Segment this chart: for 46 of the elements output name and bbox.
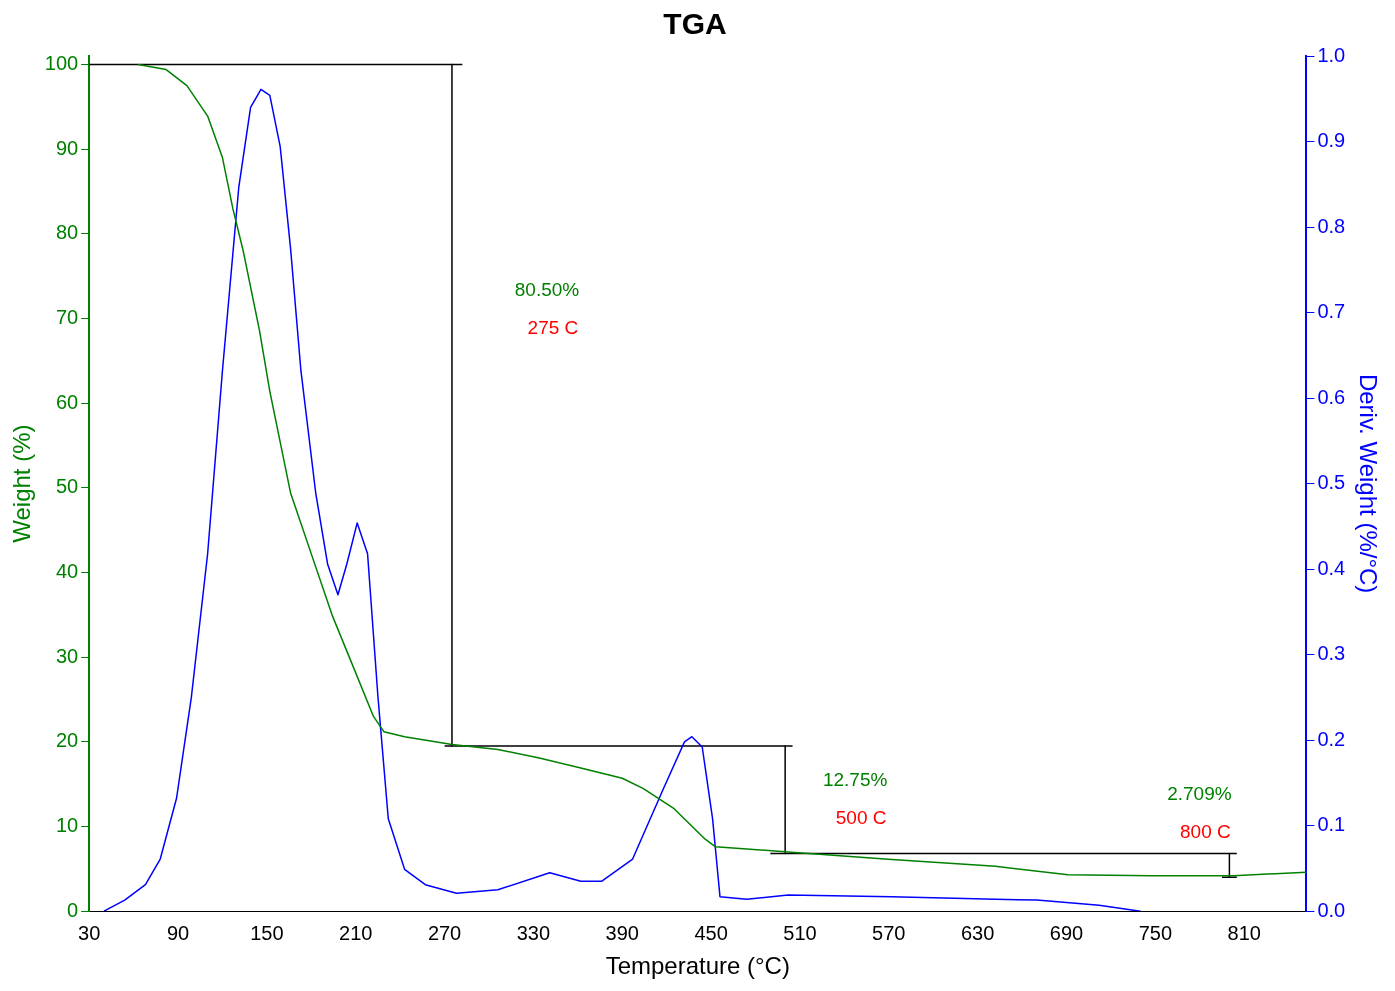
annotation: 275 C [527,317,579,339]
y-tick-label: 90 [55,136,79,159]
y2-tick-label: 1.0 [1317,43,1346,66]
y-tick-label: 0 [67,898,79,921]
x-tick-label: 450 [694,921,728,944]
y2-tick-label: 0.5 [1317,471,1346,494]
x-tick-label: 30 [78,921,101,944]
y2-tick-label: 0.0 [1317,898,1346,921]
x-tick-label: 210 [339,921,373,944]
y-tick-label: 70 [55,306,79,328]
x-tick-label: 150 [250,921,284,944]
y-tick-label: 100 [44,51,79,74]
y2-tick-label: 0.6 [1317,385,1346,408]
y2-tick-label: 0.9 [1317,129,1346,152]
y-tick-label: 30 [55,644,79,667]
y-axis-title: Weight (%) [8,424,36,543]
annotation: 2.709% [1167,782,1232,804]
x-axis-title: Temperature (°C) [605,952,790,980]
annotation: 500 C [835,807,887,829]
y-tick-label: 10 [55,814,79,837]
y2-tick-label: 0.2 [1317,727,1346,750]
x-tick-label: 90 [166,921,190,944]
y-tick-label: 60 [55,390,79,413]
y-tick-label: 50 [55,475,79,498]
x-tick-label: 510 [783,921,817,944]
y2-tick-label: 0.1 [1317,813,1346,836]
x-tick-label: 750 [1138,921,1173,944]
y-tick-label: 40 [55,560,79,583]
y-tick-label: 20 [55,729,79,752]
x-tick-label: 690 [1049,921,1084,944]
y2-tick-label: 0.3 [1317,642,1346,665]
y-tick-label: 80 [55,221,79,244]
x-tick-label: 390 [605,921,639,944]
x-tick-label: 270 [427,921,462,944]
y2-tick-label: 0.4 [1317,556,1346,579]
x-tick-label: 570 [872,921,906,944]
annotation: 800 C [1180,820,1231,842]
annotation: 12.75% [822,769,888,791]
x-tick-label: 630 [960,921,995,944]
y2-axis-title: Deriv. Weight (%/°C) [1354,373,1382,594]
y2-tick-label: 0.8 [1317,214,1346,237]
chart-title: TGA [663,7,727,41]
annotation: 80.50% [514,279,580,301]
x-tick-label: 330 [516,921,551,944]
x-tick-label: 810 [1227,921,1261,944]
y2-tick-label: 0.7 [1317,300,1346,323]
